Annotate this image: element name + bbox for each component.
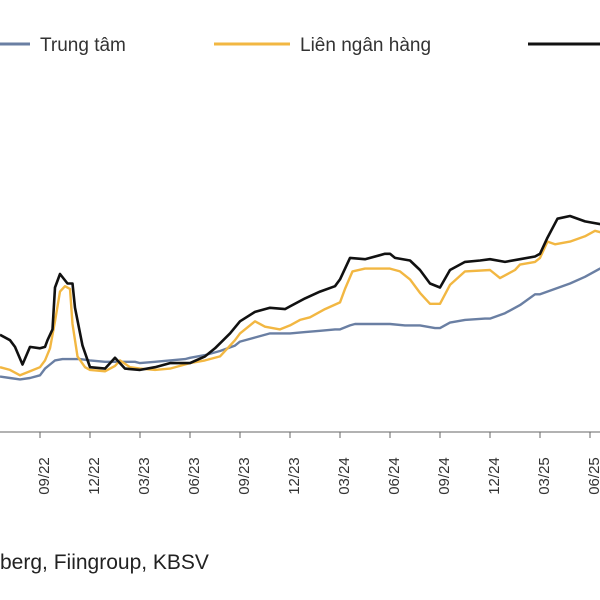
x-tick-label: 03/25	[536, 457, 553, 495]
legend-label-1: Trung tâm	[40, 35, 126, 56]
x-tick-label: 06/23	[186, 457, 203, 495]
x-tick-label: 12/22	[86, 457, 103, 495]
series-line-3	[0, 214, 600, 372]
x-tick-label: 06/25	[586, 457, 600, 495]
x-tick-label: 06/24	[386, 457, 403, 495]
x-tick-label: 09/24	[436, 457, 453, 495]
x-tick-label: 09/23	[236, 457, 253, 495]
series-line-2	[0, 229, 600, 377]
x-tick-label: 12/24	[486, 457, 503, 495]
legend: Trung tâm Liên ngân hàng	[0, 35, 600, 56]
source-note: berg, Fiingroup, KBSV	[0, 551, 209, 574]
x-ticks: 09/22 12/22 03/23 06/23 09/23 12/23 03/24 06/24…	[36, 432, 600, 495]
x-tick-label: 03/24	[336, 457, 353, 495]
x-tick-label: 12/23	[286, 457, 303, 495]
x-tick-label: 09/22	[36, 457, 53, 495]
series-line-1	[0, 267, 600, 381]
x-tick-label: 03/23	[136, 457, 153, 495]
legend-label-2: Liên ngân hàng	[300, 35, 431, 56]
plot-area	[0, 214, 600, 381]
